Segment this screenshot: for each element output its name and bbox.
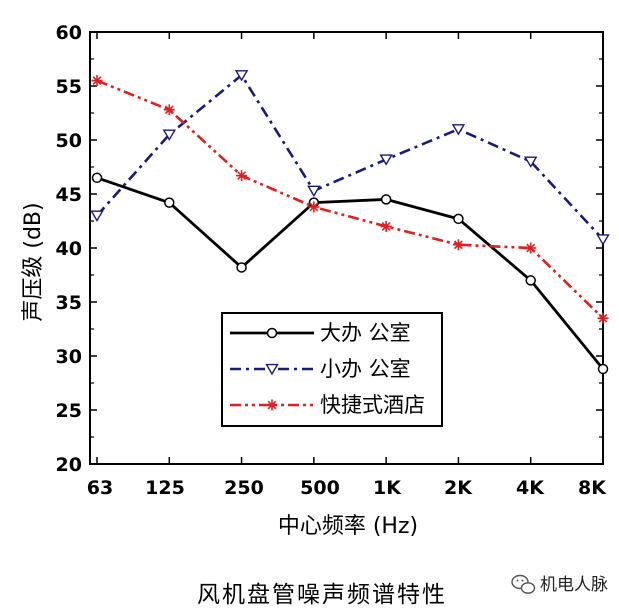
- y-tick-label: 40: [56, 238, 82, 260]
- data-point: [163, 104, 175, 116]
- data-point: [523, 156, 538, 168]
- data-point: [236, 170, 248, 182]
- y-tick-label: 20: [56, 454, 82, 476]
- y-tick-label: 45: [56, 184, 82, 206]
- data-point: [596, 234, 610, 246]
- y-tick-label: 35: [56, 292, 82, 314]
- series-layer: [90, 70, 610, 375]
- data-point: [236, 262, 247, 273]
- data-point: [234, 70, 249, 82]
- data-point: [307, 185, 321, 198]
- data-point: [597, 312, 609, 324]
- data-point: [380, 220, 392, 232]
- series-1: [91, 172, 609, 375]
- legend-label: 快捷式酒店: [320, 393, 425, 417]
- legend-label: 大办 公室: [320, 321, 411, 345]
- legend-swatch-marker: [266, 399, 278, 411]
- x-tick-label: 8K: [578, 477, 607, 499]
- wechat-icon: [511, 574, 536, 594]
- y-tick-label: 25: [56, 400, 82, 422]
- data-point: [164, 197, 175, 208]
- series-2: [90, 70, 610, 246]
- x-tick-label: 63: [87, 477, 113, 499]
- x-tick-label: 4K: [516, 477, 545, 499]
- data-point: [380, 194, 392, 205]
- watermark: 机电人脉: [511, 574, 608, 595]
- data-point: [453, 213, 464, 225]
- data-point: [452, 239, 464, 251]
- x-axis-title: 中心频率 (Hz): [278, 514, 418, 539]
- data-point: [90, 210, 104, 222]
- y-tick-label: 50: [56, 130, 82, 152]
- y-tick-label: 55: [56, 76, 82, 98]
- data-point: [91, 172, 103, 184]
- y-tick-label: 30: [56, 346, 82, 368]
- x-tick-label: 125: [145, 477, 185, 499]
- legend-swatch-marker: [265, 363, 279, 376]
- watermark-text: 机电人脉: [540, 575, 608, 595]
- data-point: [525, 242, 537, 254]
- data-point: [597, 363, 609, 375]
- data-point: [525, 275, 536, 286]
- legend-label: 小办 公室: [320, 357, 411, 381]
- y-tick-label: 60: [56, 22, 82, 44]
- data-point: [308, 201, 320, 213]
- data-point: [379, 154, 393, 166]
- data-point: [91, 75, 103, 87]
- y-axis-title: 声压级 (dB): [21, 202, 46, 321]
- series-3: [91, 75, 609, 324]
- x-tick-label: 500: [300, 477, 340, 499]
- data-point: [162, 129, 177, 141]
- series-line: [96, 79, 604, 320]
- figure-caption: 风机盘管噪声频谱特性: [197, 582, 447, 608]
- series-line: [96, 176, 605, 370]
- legend-swatch-marker: [266, 327, 278, 339]
- data-point: [451, 124, 466, 136]
- y-axis: 20 25 30 35 40 45 50 55 60: [56, 22, 603, 476]
- series-line: [96, 73, 604, 241]
- x-axis: 63 125 250 500 1K 2K 4K 8K: [87, 32, 607, 499]
- x-tick-label: 250: [224, 477, 264, 499]
- x-tick-label: 2K: [444, 477, 473, 499]
- x-tick-label: 1K: [373, 477, 402, 499]
